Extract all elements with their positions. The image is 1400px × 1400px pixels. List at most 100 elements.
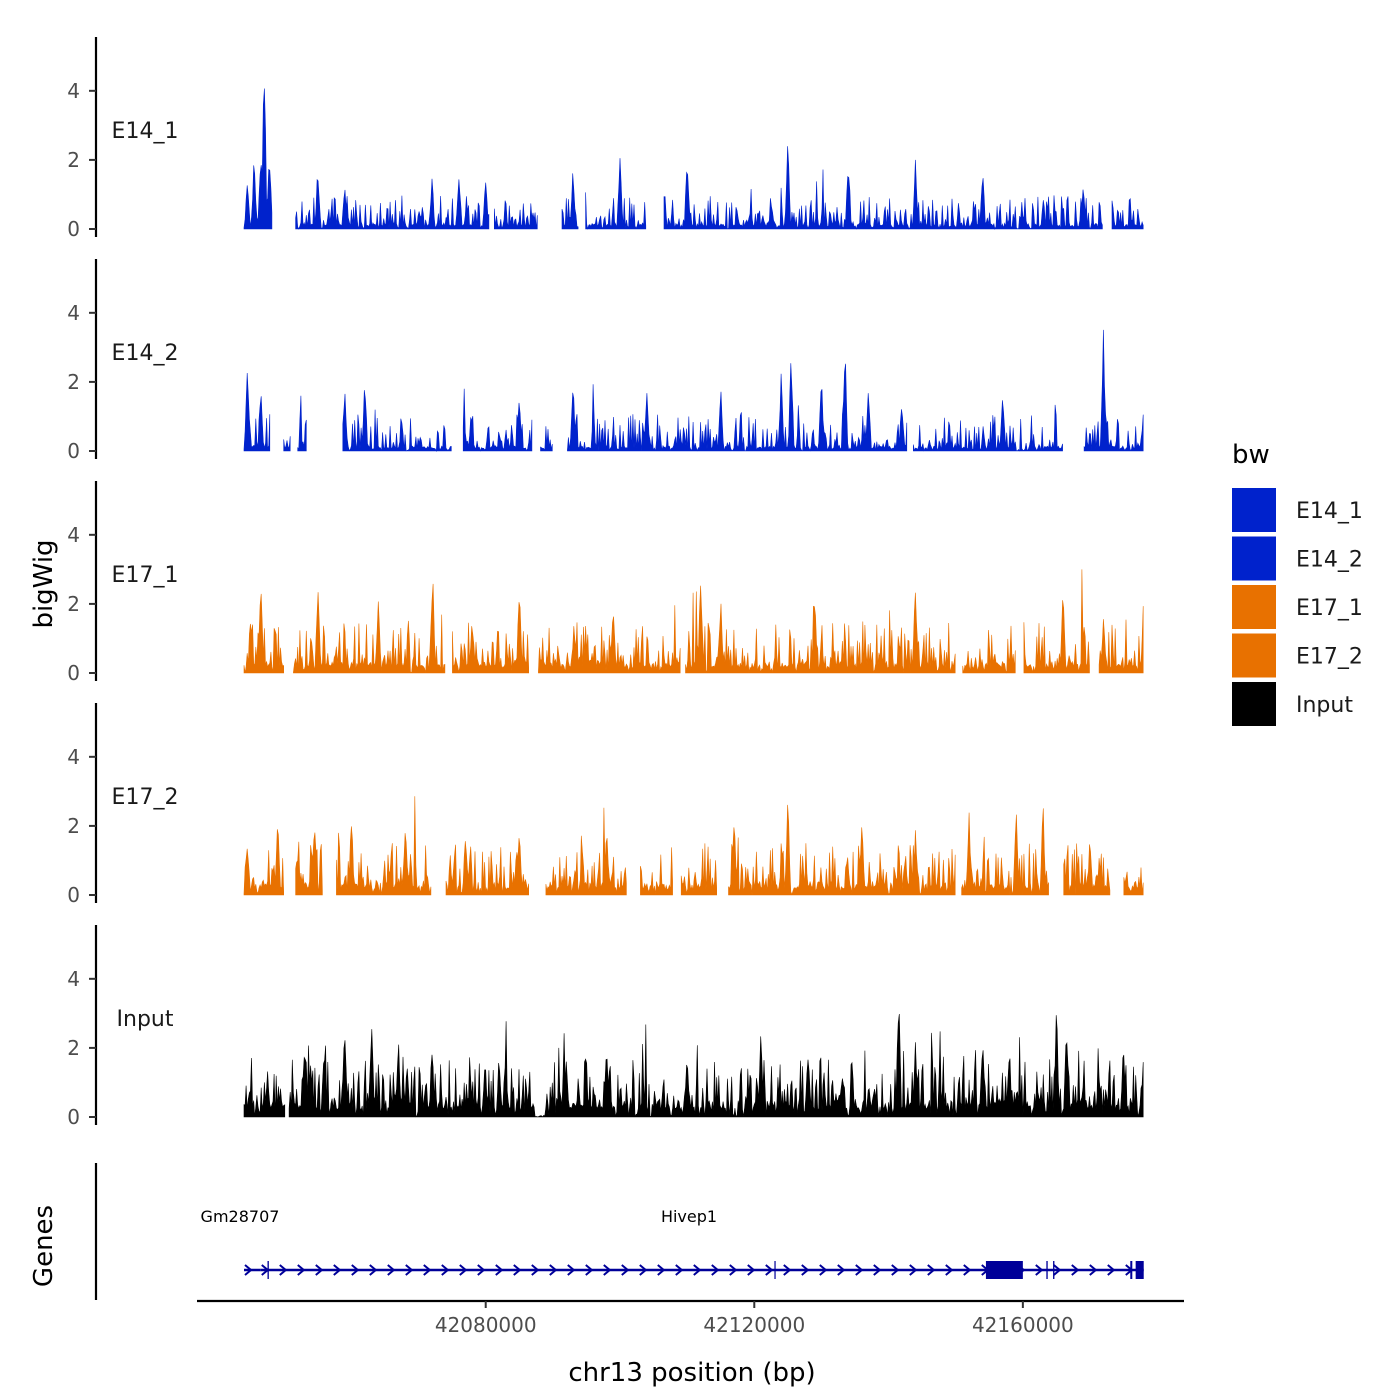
x-tick-label: 42080000 (435, 1313, 537, 1337)
coverage-area-e17-2 (1063, 843, 1111, 896)
gene-label: Hivep1 (661, 1207, 717, 1226)
coverage-area-input (288, 1013, 1144, 1118)
exon (1130, 1261, 1133, 1279)
strand-chevron (909, 1264, 918, 1276)
strand-chevron (477, 1264, 486, 1276)
coverage-area-e17-2 (545, 807, 627, 896)
gene-gm28707: Gm28707 (201, 1207, 280, 1276)
coverage-area-e14-2 (1083, 329, 1144, 452)
strand-chevron (1107, 1264, 1116, 1276)
coverage-area-e14-2 (540, 426, 553, 452)
coverage-area-e17-2 (961, 808, 1049, 896)
coverage-area-e17-1 (243, 593, 284, 674)
x-tick-label: 42160000 (972, 1313, 1074, 1337)
coverage-area-e14-2 (283, 436, 291, 452)
track-label: Input (117, 1007, 174, 1032)
coverage-area-e17-1 (962, 625, 1016, 674)
strand-chevron (351, 1264, 360, 1276)
strand-chevron (603, 1264, 612, 1276)
track-label: E17_2 (112, 785, 179, 810)
y-tick-label: 0 (67, 883, 80, 907)
strand-chevron (585, 1264, 594, 1276)
coverage-area-e14-1 (561, 173, 579, 230)
strand-chevron (387, 1264, 396, 1276)
gene-label: Gm28707 (201, 1207, 280, 1226)
x-tick-label: 42120000 (703, 1313, 805, 1337)
strand-chevron (675, 1264, 684, 1276)
coverage-area-e17-1 (1023, 569, 1090, 674)
track-label: E14_2 (112, 341, 179, 366)
strand-chevron (459, 1264, 468, 1276)
coverage-area-e17-1 (293, 583, 446, 674)
coverage-area-e14-2 (913, 400, 1063, 452)
strand-chevron (639, 1264, 648, 1276)
strand-chevron (513, 1264, 522, 1276)
y-tick-label: 2 (67, 370, 80, 394)
strand-chevron (621, 1264, 630, 1276)
bigwig-tracks: 0 2 4 E14_1 0 2 4 E14_2 0 2 4 E17_1 0 2 4 E17_2 0 2 4 Input (67, 37, 1144, 1129)
strand-chevron (369, 1264, 378, 1276)
strand-chevron (1053, 1264, 1062, 1276)
legend-swatch-input (1232, 682, 1276, 726)
strand-chevron (855, 1264, 864, 1276)
strand-chevron (657, 1264, 666, 1276)
legend-label: Input (1296, 693, 1353, 718)
legend-label: E17_2 (1296, 645, 1363, 670)
coverage-area-e14-2 (243, 372, 271, 452)
strand-chevron (873, 1264, 882, 1276)
strand-chevron (423, 1264, 432, 1276)
strand-chevron (891, 1264, 900, 1276)
legend-swatch-e17-1 (1232, 585, 1276, 629)
exon (1053, 1261, 1055, 1279)
strand-chevron (567, 1264, 576, 1276)
strand-chevron (315, 1264, 324, 1276)
exon (1136, 1261, 1144, 1279)
coverage-area-e14-1 (243, 88, 273, 230)
track-e17-2: 0 2 4 E17_2 (67, 703, 1144, 907)
legend-label: E14_1 (1296, 499, 1363, 524)
strand-chevron (927, 1264, 936, 1276)
track-e14-2: 0 2 4 E14_2 (67, 259, 1144, 463)
y-tick-label: 2 (67, 148, 80, 172)
strand-chevron (279, 1264, 288, 1276)
coverage-area-e17-2 (640, 847, 673, 896)
coverage-area-e17-1 (1098, 606, 1144, 674)
track-label: E17_1 (112, 563, 179, 588)
coverage-area-e14-1 (295, 178, 490, 230)
strand-chevron (297, 1264, 306, 1276)
y-tick-label: 4 (67, 523, 80, 547)
coverage-area-e14-1 (663, 146, 1103, 231)
legend-swatch-e14-2 (1232, 536, 1276, 581)
coverage-area-e14-2 (462, 388, 533, 452)
legend-swatch-e14-1 (1232, 488, 1276, 532)
coverage-area-e17-2 (295, 832, 323, 896)
legend: bw E14_1 E14_2 E17_1 E17_2 Input (1232, 440, 1363, 726)
strand-chevron (244, 1264, 253, 1276)
exon (1135, 1261, 1137, 1279)
y-tick-label: 2 (67, 592, 80, 616)
y-axis-title: bigWig (29, 539, 59, 628)
coverage-area-e14-1 (494, 200, 538, 230)
strand-chevron (819, 1264, 828, 1276)
coverage-area-e17-2 (243, 829, 284, 896)
x-axis: 42080000 42120000 42160000 (197, 1299, 1184, 1337)
strand-chevron (837, 1264, 846, 1276)
y-tick-label: 0 (67, 1105, 80, 1129)
x-axis-title: chr13 position (bp) (568, 1358, 815, 1388)
strand-chevron (333, 1264, 342, 1276)
coverage-area-e14-1 (1111, 198, 1144, 230)
strand-chevron (1089, 1264, 1098, 1276)
gene-hivep1: Hivep1 (260, 1207, 1144, 1279)
strand-chevron (747, 1264, 756, 1276)
gene-track-title: Genes (29, 1205, 59, 1287)
track-e17-1: 0 2 4 E17_1 (67, 481, 1144, 685)
coverage-area-e17-2 (336, 796, 432, 896)
y-tick-label: 4 (67, 745, 80, 769)
y-tick-label: 0 (67, 217, 80, 241)
strand-chevron (531, 1264, 540, 1276)
strand-chevron (693, 1264, 702, 1276)
legend-title: bw (1232, 440, 1270, 470)
strand-chevron (495, 1264, 504, 1276)
coverage-area-e14-1 (585, 158, 647, 230)
coverage-area-e17-2 (1123, 867, 1144, 896)
